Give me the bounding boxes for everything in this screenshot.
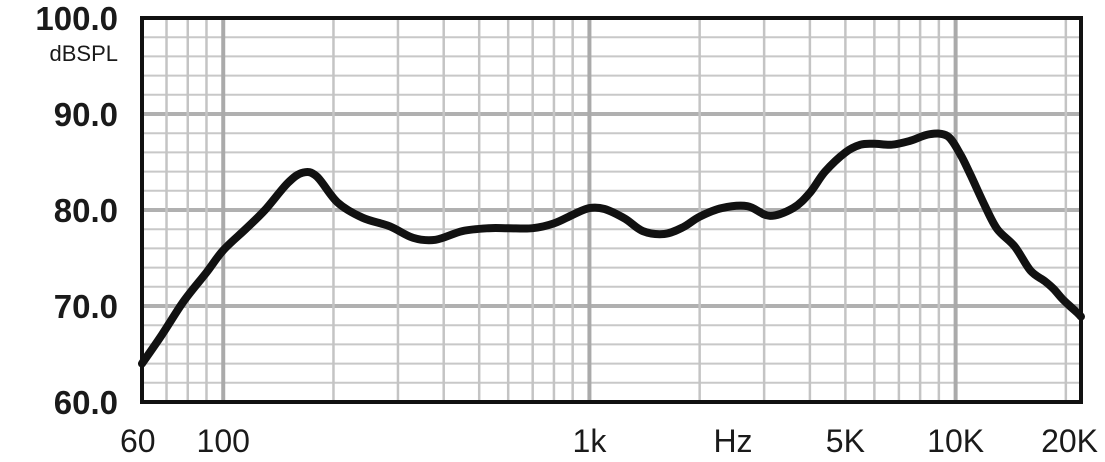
- x-tick-label: 10K: [927, 423, 984, 459]
- x-tick-label: 60: [120, 423, 156, 459]
- x-tick-label: 1k: [573, 423, 608, 459]
- y-axis-unit-label: dBSPL: [50, 41, 119, 66]
- series-layer: [138, 129, 1085, 368]
- x-axis-unit-label: Hz: [713, 423, 752, 459]
- y-tick-label: 70.0: [54, 288, 118, 325]
- x-axis-labels: 60 100 1k 5K 10K 20K: [120, 423, 1098, 459]
- plot-frame: [140, 16, 1083, 404]
- x-tick-label: 100: [197, 423, 250, 459]
- y-tick-label: 60.0: [54, 384, 118, 421]
- y-tick-label: 100.0: [35, 0, 118, 37]
- y-tick-label: 80.0: [54, 192, 118, 229]
- x-tick-label: 20K: [1041, 423, 1098, 459]
- x-tick-label: 5K: [826, 423, 865, 459]
- response-curve: [138, 129, 1085, 368]
- y-tick-label: 90.0: [54, 96, 118, 133]
- y-axis-labels: 100.0 90.0 80.0 70.0 60.0: [35, 0, 118, 421]
